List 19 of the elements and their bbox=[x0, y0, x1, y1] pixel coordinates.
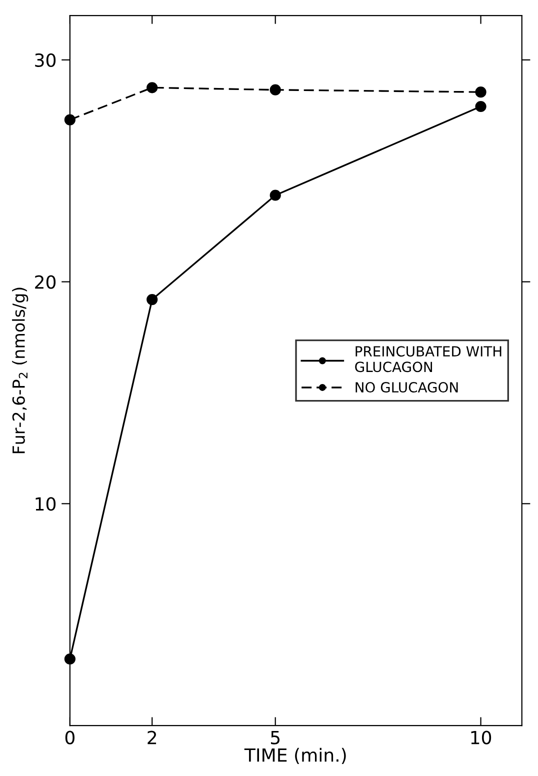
point bbox=[270, 84, 281, 96]
x-tick-label: 10 bbox=[471, 730, 492, 744]
x-tick-label: 0 bbox=[65, 730, 74, 744]
legend-label: NO GLUCAGON bbox=[356, 382, 458, 393]
point bbox=[146, 82, 158, 94]
legend-label: PREINCUBATED WITH GLUCAGON bbox=[355, 346, 502, 372]
point bbox=[475, 86, 486, 98]
x-tick-label: 2 bbox=[148, 730, 156, 744]
y-tick-label: 20 bbox=[35, 275, 56, 289]
y-tick-label: 10 bbox=[36, 497, 56, 511]
x-axis-title: TIME (min.) bbox=[244, 748, 346, 764]
y-tick-label: 30 bbox=[35, 53, 56, 68]
point bbox=[64, 114, 76, 126]
point bbox=[146, 294, 158, 306]
y-axis-title: Fur-2,6-P$_{2}$ (nmols/g) bbox=[12, 288, 28, 454]
point bbox=[475, 100, 486, 112]
point bbox=[270, 190, 281, 201]
x-tick-label: 5 bbox=[271, 730, 280, 744]
point bbox=[64, 653, 76, 665]
